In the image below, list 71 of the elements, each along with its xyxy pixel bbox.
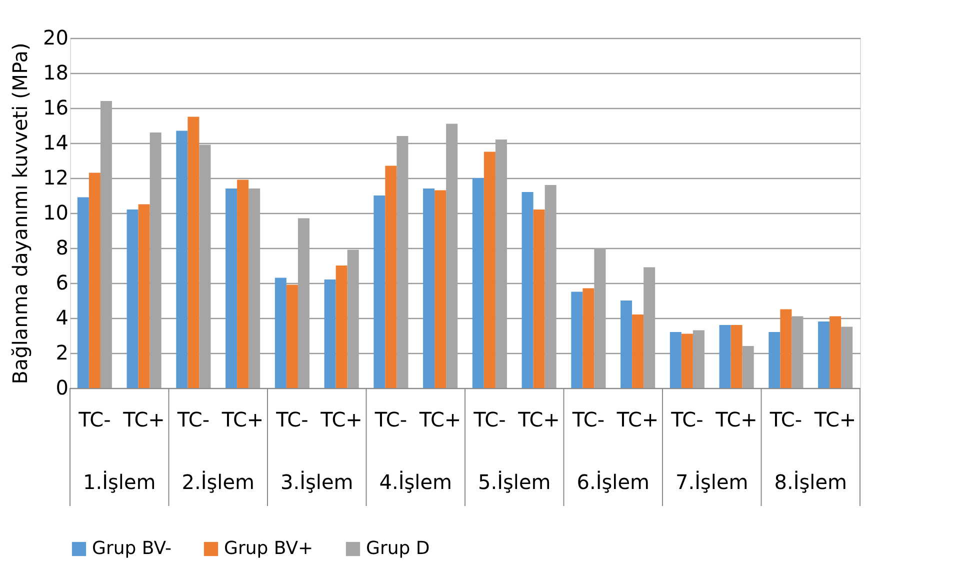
- bar: [472, 178, 484, 388]
- text: 5.İşlem: [478, 470, 551, 494]
- y-tick-label: 10: [43, 200, 68, 224]
- bar: [681, 334, 693, 388]
- y-tick-label: 0: [56, 376, 68, 400]
- bar: [274, 278, 286, 388]
- bar: [582, 288, 594, 388]
- x-tick-label: TC-: [571, 408, 605, 432]
- x-tick-label: TC-: [670, 408, 704, 432]
- text: 8.İşlem: [774, 470, 847, 494]
- bar: [830, 316, 842, 388]
- bar: [286, 284, 298, 388]
- x-tick-label: TC-: [275, 408, 308, 432]
- x-tick-label: TC+: [517, 408, 560, 432]
- y-tick-label: 16: [43, 96, 68, 120]
- bar: [571, 292, 583, 388]
- bar: [818, 322, 830, 388]
- bar: [226, 188, 238, 388]
- legend-label: Grup D: [366, 538, 430, 559]
- y-tick-label: 18: [43, 60, 68, 84]
- y-axis-title: Bağlanma dayanımı kuvveti (MPa): [8, 42, 32, 384]
- bar: [374, 196, 386, 388]
- text: 7.İşlem: [676, 470, 748, 494]
- bar: [336, 266, 348, 388]
- x-tick-label: TC+: [220, 408, 264, 432]
- bar: [484, 152, 496, 388]
- x-tick-label: TC-: [374, 408, 408, 432]
- x-tick-label: TC-: [768, 408, 802, 432]
- bar: [237, 180, 249, 388]
- bar: [138, 204, 150, 388]
- bar: [176, 130, 188, 388]
- bar: [88, 172, 100, 388]
- y-tick-label: 6: [56, 270, 68, 294]
- legend-label: Grup BV+: [224, 538, 314, 559]
- legend-label: Grup BV-: [92, 538, 172, 559]
- bar: [768, 332, 780, 388]
- bar: [522, 192, 534, 388]
- text: 6.İşlem: [576, 470, 650, 494]
- bar: [719, 325, 731, 388]
- bar: [324, 280, 336, 388]
- x-tick-label: TC+: [813, 408, 856, 432]
- bar: [434, 190, 446, 388]
- bar: [126, 210, 138, 388]
- text: 3.İşlem: [280, 470, 354, 494]
- bar: [620, 300, 632, 388]
- x-tick-label: TC-: [176, 408, 210, 432]
- bar: [77, 197, 89, 388]
- bar: [423, 188, 435, 388]
- y-tick-label: 12: [43, 166, 68, 190]
- x-tick-label: TC+: [418, 408, 462, 432]
- text: 1.İşlem: [83, 470, 156, 494]
- bar: [632, 314, 644, 388]
- text: 2.İşlem: [182, 470, 254, 494]
- x-tick-label: TC+: [714, 408, 758, 432]
- y-tick-label: 8: [56, 236, 68, 260]
- x-tick-label: TC-: [472, 408, 506, 432]
- bar: [188, 116, 200, 388]
- bar: [533, 210, 545, 388]
- bar: [670, 332, 682, 388]
- bar: [730, 325, 742, 388]
- x-tick-label: TC+: [122, 408, 165, 432]
- bar: [385, 166, 397, 388]
- x-tick-label: TC+: [320, 408, 362, 432]
- y-tick-label: 14: [43, 130, 68, 154]
- x-tick-label: TC+: [616, 408, 659, 432]
- x-tick-label: TC-: [78, 408, 111, 432]
- y-tick-label: 2: [56, 340, 68, 364]
- bar: [780, 309, 792, 388]
- y-tick-label: 4: [56, 306, 68, 330]
- y-tick-label: 20: [43, 26, 68, 50]
- text: 4.İşlem: [379, 470, 452, 494]
